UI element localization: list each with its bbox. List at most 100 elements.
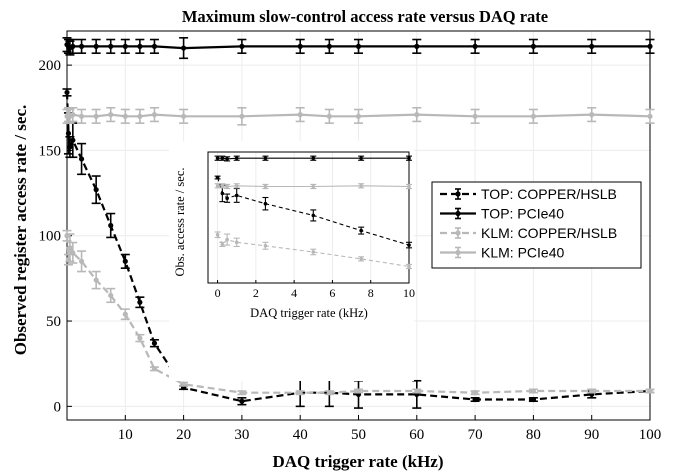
data-point — [70, 43, 76, 49]
data-point — [407, 184, 411, 189]
data-point — [472, 113, 478, 119]
data-point — [589, 388, 595, 394]
data-point — [326, 113, 332, 119]
series-1 — [62, 37, 655, 60]
legend-marker — [455, 230, 461, 236]
legend-item-1: TOP: PCIe40 — [440, 206, 564, 222]
data-point — [263, 156, 268, 161]
data-point — [359, 228, 363, 233]
data-point — [647, 113, 653, 119]
data-point — [67, 144, 73, 150]
data-point — [297, 390, 303, 396]
x-axis-label: DAQ trigger rate (kHz) — [272, 452, 443, 471]
legend-label: TOP: PCIe40 — [481, 206, 564, 222]
data-point — [530, 388, 537, 394]
data-point — [225, 196, 229, 200]
data-point — [108, 222, 114, 229]
data-point — [137, 299, 143, 305]
main-series — [62, 37, 655, 409]
data-point — [220, 191, 225, 196]
data-point — [472, 396, 478, 403]
data-point — [530, 396, 537, 403]
data-point — [414, 43, 420, 49]
x-tick-label: 0 — [215, 286, 221, 300]
data-point — [93, 43, 99, 49]
data-point — [297, 43, 303, 49]
data-point — [225, 184, 229, 189]
legend: TOP: COPPER/HSLB TOP: PCIe40 KLM: COPPER/H… — [431, 181, 642, 269]
data-point — [355, 43, 362, 49]
inset-tick-labels: 0 2 4 6 8 10 — [215, 286, 415, 300]
data-point — [239, 390, 245, 396]
data-point — [407, 264, 411, 269]
x-tick-label: 30 — [234, 427, 249, 443]
inset-series — [214, 155, 412, 270]
data-point — [589, 112, 595, 118]
data-point — [137, 113, 143, 119]
data-point — [151, 43, 158, 49]
x-tick-label: 2 — [253, 286, 259, 300]
data-point — [78, 43, 85, 49]
x-tick-label: 10 — [403, 286, 415, 300]
data-point — [472, 43, 478, 49]
data-point — [108, 292, 114, 299]
data-point — [93, 187, 99, 193]
data-point — [151, 112, 158, 118]
x-tick-label: 4 — [291, 286, 297, 300]
data-point — [215, 183, 220, 188]
chart-title: Maximum slow-control access rate versus … — [182, 7, 548, 26]
inset-y-axis-label: Obs. access rate / sec. — [173, 168, 187, 277]
legend-label: KLM: PCIe40 — [481, 245, 564, 261]
data-point — [70, 250, 76, 256]
data-point — [407, 156, 411, 161]
data-point — [414, 112, 420, 118]
data-point — [263, 243, 268, 248]
legend-item-0: TOP: COPPER/HSLB — [440, 186, 617, 202]
series-3 — [62, 106, 655, 126]
data-point — [78, 156, 85, 162]
x-tick-label: 40 — [293, 427, 308, 443]
legend-marker — [455, 249, 461, 256]
y-axis-label: Observed register access rate / sec. — [11, 105, 30, 356]
data-point — [93, 113, 99, 119]
x-tick-label: 20 — [176, 427, 191, 443]
data-point — [215, 175, 220, 180]
data-point — [108, 43, 114, 49]
data-point — [239, 398, 245, 404]
data-point — [181, 45, 187, 51]
data-point — [263, 184, 268, 189]
x-tick-label: 8 — [368, 286, 374, 300]
series-line — [65, 92, 651, 403]
legend-label: TOP: COPPER/HSLB — [481, 186, 617, 202]
data-point — [151, 366, 158, 372]
data-point — [220, 242, 225, 247]
data-point — [137, 43, 143, 49]
data-point — [181, 381, 187, 387]
x-tick-label: 10 — [118, 427, 133, 443]
data-point — [65, 130, 72, 136]
legend-items: TOP: COPPER/HSLB TOP: PCIe40 KLM: COPPER/H… — [440, 186, 617, 261]
series-3 — [214, 183, 412, 190]
data-point — [122, 43, 128, 49]
data-point — [359, 156, 363, 161]
data-point — [108, 112, 114, 118]
legend-box — [431, 181, 642, 269]
y-tick-label: 100 — [39, 229, 62, 245]
legend-marker — [455, 191, 461, 197]
data-point — [225, 237, 229, 242]
data-point — [355, 388, 362, 394]
data-point — [122, 311, 128, 317]
legend-item-3: KLM: PCIe40 — [440, 245, 564, 261]
data-point — [311, 156, 316, 161]
data-point — [407, 243, 411, 247]
data-point — [647, 388, 653, 394]
data-point — [359, 183, 363, 188]
data-point — [64, 89, 70, 96]
data-point — [297, 112, 303, 118]
x-tick-label: 6 — [329, 286, 335, 300]
data-point — [530, 113, 537, 119]
legend-item-2: KLM: COPPER/HSLB — [440, 225, 617, 241]
data-point — [151, 340, 158, 346]
